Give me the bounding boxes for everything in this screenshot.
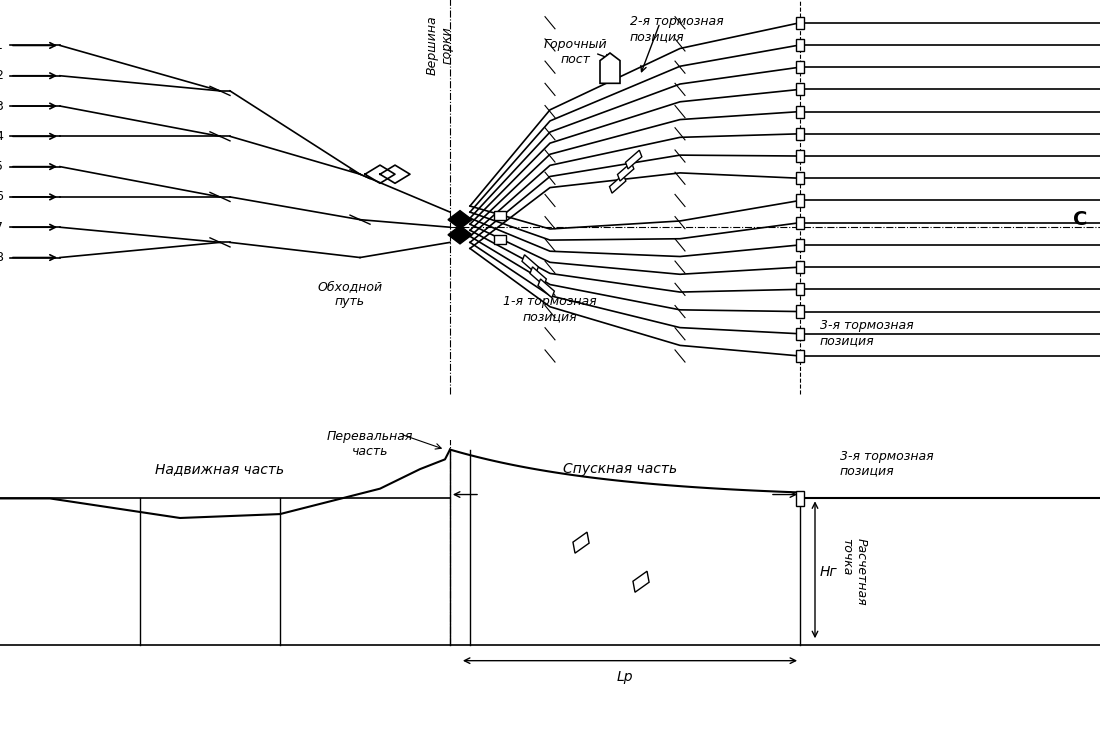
Bar (796, 150, 804, 162)
Bar (796, 128, 804, 140)
Text: Расчетная
точка: Расчетная точка (840, 538, 868, 605)
Bar (538, 279, 554, 298)
Text: 2: 2 (0, 69, 3, 82)
Bar (522, 255, 538, 273)
Bar (796, 217, 804, 229)
Bar (796, 194, 804, 207)
Text: 5: 5 (0, 160, 3, 173)
Text: Обходной
путь: Обходной путь (318, 280, 383, 309)
Bar (796, 350, 804, 362)
Text: Надвижная часть: Надвижная часть (155, 462, 285, 476)
Bar (796, 328, 804, 340)
Text: Перевальная
часть: Перевальная часть (327, 430, 414, 458)
Bar (796, 306, 804, 317)
Bar (494, 235, 506, 244)
Text: Вершина
горки: Вершина горки (426, 15, 454, 75)
Text: Lр: Lр (617, 671, 634, 685)
Text: 3-я тормозная
позиция: 3-я тормозная позиция (840, 449, 934, 478)
Bar (796, 39, 804, 51)
Text: 1-я тормозная
позиция: 1-я тормозная позиция (503, 295, 597, 323)
Text: Горочный
пост: Горочный пост (543, 38, 607, 66)
Bar (494, 210, 506, 220)
Bar (609, 174, 626, 193)
Text: 7: 7 (0, 221, 3, 234)
Bar (573, 532, 590, 553)
Text: 6: 6 (0, 191, 3, 204)
Text: Hг: Hг (820, 564, 837, 579)
Text: С: С (1072, 210, 1087, 229)
Text: 3: 3 (0, 100, 3, 113)
Polygon shape (600, 53, 620, 84)
Text: 1: 1 (0, 39, 3, 52)
Bar (796, 61, 804, 73)
Text: 8: 8 (0, 251, 3, 264)
Bar (796, 84, 804, 95)
Bar (796, 172, 804, 184)
Bar (530, 267, 547, 286)
Bar (632, 571, 649, 592)
Text: 2-я тормозная
позиция: 2-я тормозная позиция (630, 15, 724, 43)
Text: 4: 4 (0, 130, 3, 143)
Text: Спускная часть: Спускная часть (563, 462, 678, 476)
Bar (796, 239, 804, 251)
Polygon shape (448, 210, 472, 229)
Bar (796, 490, 804, 507)
Bar (796, 17, 804, 29)
Bar (796, 106, 804, 118)
Polygon shape (448, 226, 472, 244)
Bar (617, 162, 634, 181)
Bar (796, 261, 804, 273)
Text: 3-я тормозная
позиция: 3-я тормозная позиция (820, 320, 914, 347)
Bar (796, 283, 804, 295)
Bar (626, 150, 642, 169)
